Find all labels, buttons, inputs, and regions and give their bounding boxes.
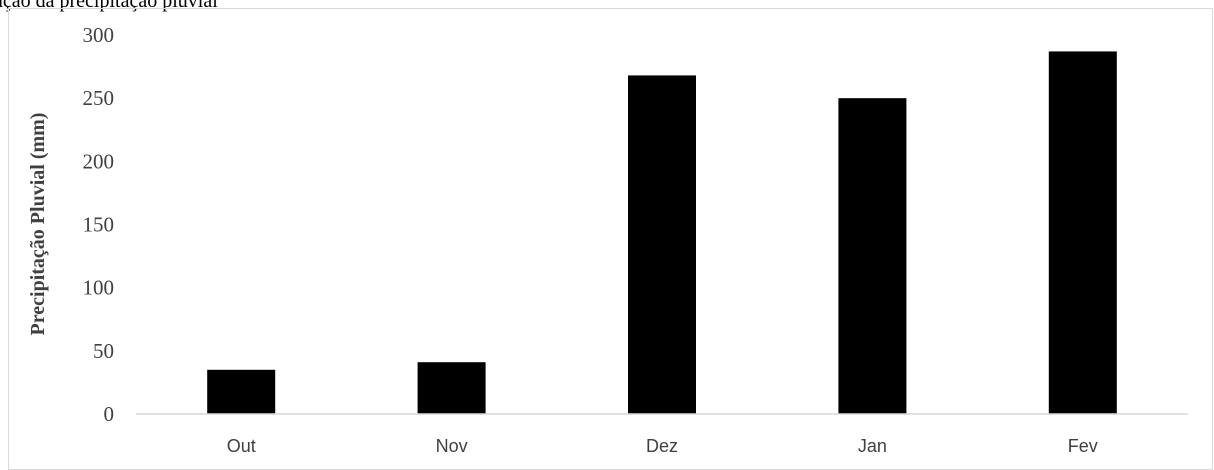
chart-border (8, 8, 1213, 470)
bar-nov (417, 362, 486, 414)
bar-fev (1048, 51, 1117, 414)
x-axis-ticks: Out Nov Dez Jan Fev (227, 436, 1098, 456)
x-tick-label: Fev (1068, 436, 1098, 456)
x-tick-label: Out (227, 436, 256, 456)
bar-jan (838, 98, 907, 415)
x-tick-label: Jan (858, 436, 887, 456)
cropped-caption-text: ação da precipitação pluvial (0, 0, 218, 12)
x-tick-label: Dez (646, 436, 678, 456)
y-tick-label: 0 (104, 402, 115, 426)
y-tick-label: 50 (93, 339, 114, 363)
y-axis-title: Precipitação Pluvial (mm) (27, 113, 49, 336)
y-tick-label: 200 (83, 149, 115, 173)
bar-dez (628, 75, 696, 414)
y-tick-label: 250 (83, 86, 115, 110)
bar-out (207, 369, 276, 414)
x-tick-label: Nov (436, 436, 468, 456)
y-tick-label: 150 (83, 213, 115, 237)
y-tick-label: 300 (83, 23, 115, 47)
y-axis-ticks: 0 50 100 150 200 250 300 (83, 23, 115, 426)
y-tick-label: 100 (83, 276, 115, 300)
bar-series (207, 51, 1117, 415)
